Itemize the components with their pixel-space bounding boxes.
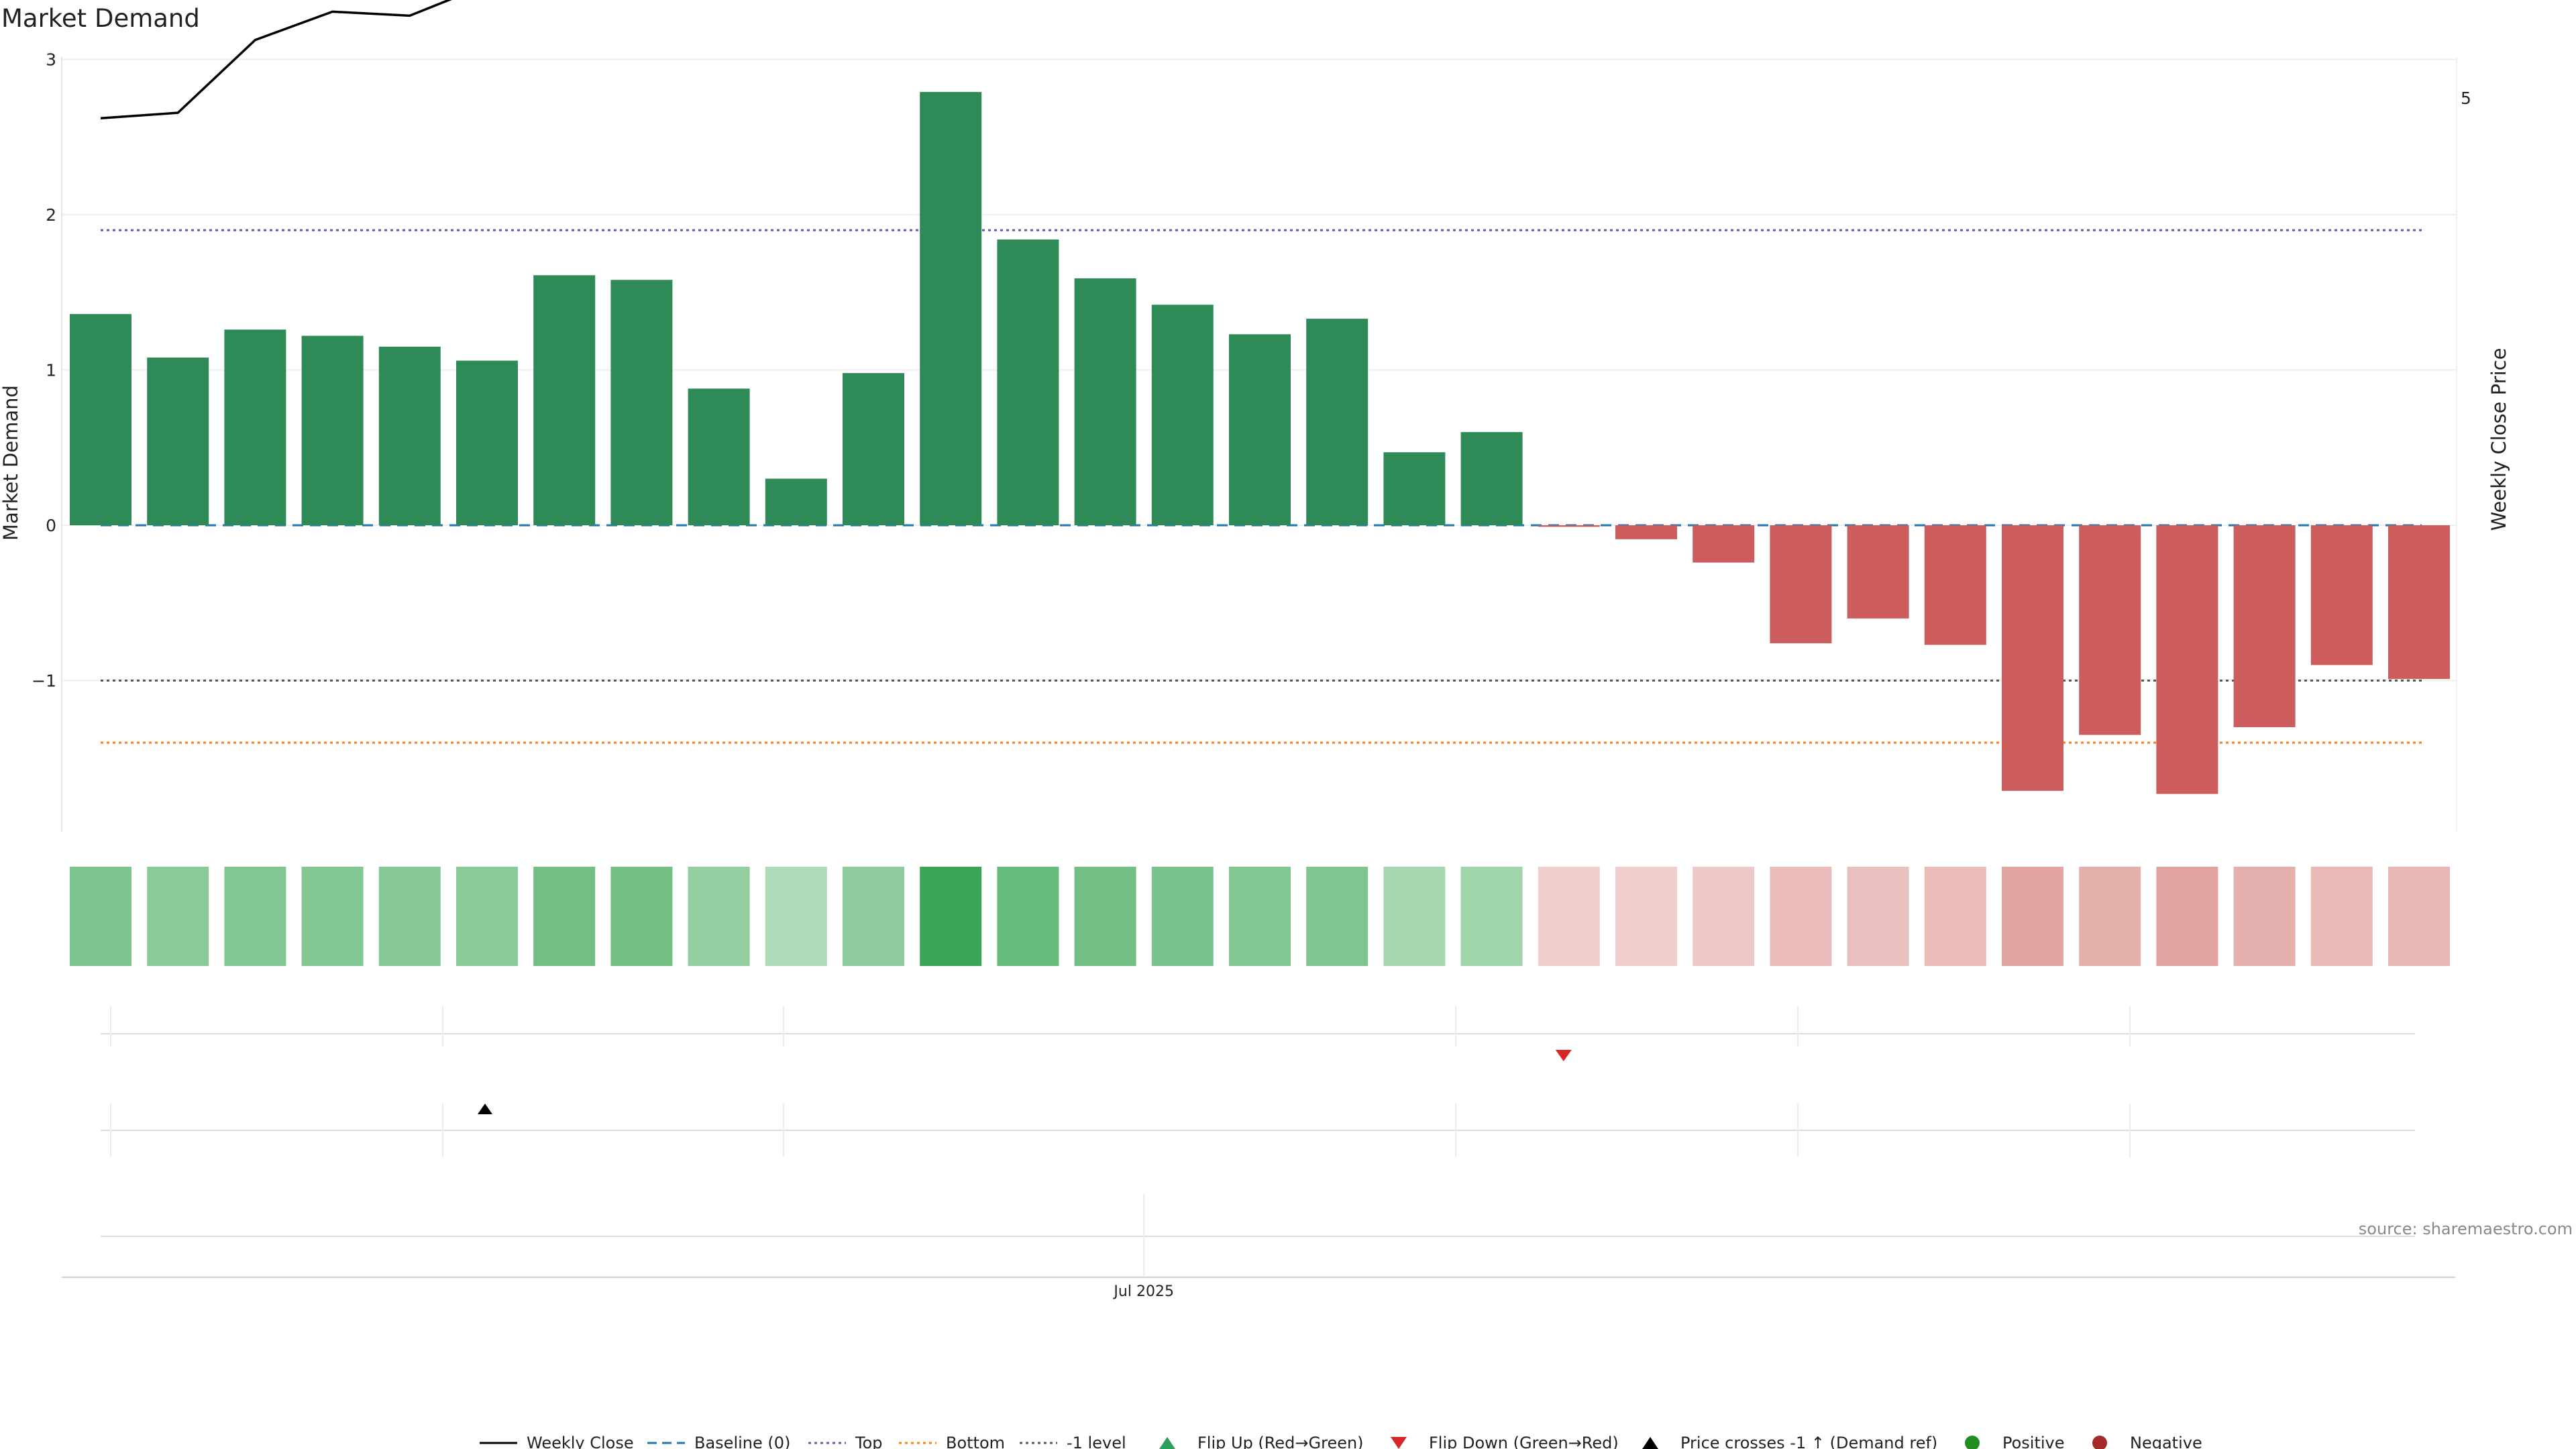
heat-cell-15 [1229,867,1291,966]
demand-bar-24 [1924,525,1986,645]
legend-label-3: Bottom [946,1434,1005,1449]
flip-down-marker [1555,1050,1572,1061]
left-tick-label-4: −1 [32,672,56,691]
heat-cell-5 [456,867,518,966]
heat-cell-11 [920,867,982,966]
left-tick-label-1: 2 [46,205,56,225]
demand-bar-10 [843,373,904,525]
demand-bar-22 [1770,525,1832,643]
demand-bar-29 [2310,525,2373,665]
legend-label-7: Price crosses -1 ↑ (Demand ref) [1680,1434,1937,1449]
demand-bar-13 [1074,278,1136,525]
demand-bar-5 [456,360,518,525]
legend-label-0: Weekly Close [527,1434,634,1449]
heat-cell-8 [688,867,750,966]
source-label: source: sharemaestro.com [2359,1220,2573,1238]
legend-label-4: -1 level [1067,1434,1126,1449]
demand-bar-27 [2156,525,2218,794]
heat-cell-7 [610,867,673,966]
heat-cell-29 [2310,867,2373,966]
heat-cell-4 [378,867,441,966]
demand-bar-9 [765,478,827,525]
heat-cell-23 [1847,867,1909,966]
demand-bar-16 [1306,319,1368,525]
demand-bar-21 [1693,525,1755,563]
heat-cell-26 [2079,867,2141,966]
price-cross-marker [478,1104,492,1114]
demand-bar-30 [2388,525,2450,680]
heat-cell-22 [1770,867,1832,966]
heat-cell-10 [843,867,904,966]
demand-bar-12 [997,239,1059,525]
demand-bar-23 [1847,525,1909,619]
legend-swatch-5 [1159,1437,1175,1449]
legend-label-9: Negative [2130,1434,2202,1449]
demand-bar-8 [688,388,750,525]
heat-cell-1 [147,867,209,966]
legend-label-6: Flip Down (Green→Red) [1429,1434,1619,1449]
right-axis-label: Weekly Close Price [2487,348,2510,531]
heat-cell-18 [1460,867,1523,966]
demand-bar-25 [2002,525,2063,791]
heat-cell-16 [1306,867,1368,966]
heat-cell-3 [301,867,364,966]
heat-cell-30 [2388,867,2450,966]
heat-cell-14 [1151,867,1214,966]
demand-bar-15 [1229,334,1291,525]
heat-cell-21 [1693,867,1755,966]
demand-bar-0 [70,314,131,525]
heat-cell-13 [1074,867,1136,966]
heat-cell-28 [2233,867,2296,966]
heat-cell-6 [533,867,596,966]
left-tick-label-2: 1 [46,361,56,380]
demand-bar-7 [610,280,673,525]
heat-cell-24 [1924,867,1986,966]
demand-bar-3 [301,335,364,525]
legend-swatch-6 [1391,1437,1407,1449]
legend-label-8: Positive [2002,1434,2065,1449]
demand-bar-20 [1615,525,1677,539]
demand-bar-1 [147,357,209,525]
heat-cell-0 [70,867,131,966]
demand-bar-2 [224,329,286,525]
left-tick-label-3: 0 [46,516,56,535]
demand-bar-19 [1538,525,1600,527]
heat-cell-25 [2002,867,2063,966]
heat-cell-19 [1538,867,1600,966]
demand-bar-6 [533,275,596,525]
legend-swatch-8 [1965,1436,1980,1449]
demand-bar-11 [920,92,982,526]
heat-cell-20 [1615,867,1677,966]
demand-bar-14 [1151,305,1214,525]
left-tick-label-0: 3 [46,50,56,70]
demand-bar-18 [1460,432,1523,525]
legend-label-5: Flip Up (Red→Green) [1197,1434,1364,1449]
demand-bar-28 [2233,525,2296,727]
x-tick-label: Jul 2025 [1112,1283,1174,1300]
heat-cell-9 [765,867,827,966]
demand-bar-4 [378,346,441,525]
heat-cell-27 [2156,867,2218,966]
demand-bar-26 [2079,525,2141,735]
heat-cell-17 [1383,867,1446,966]
legend-label-1: Baseline (0) [694,1434,790,1449]
legend-swatch-9 [2092,1436,2107,1449]
left-axis-label: Market Demand [0,385,22,541]
heat-cell-2 [224,867,286,966]
legend-swatch-7 [1642,1437,1658,1449]
right-tick-label-5: 5 [2461,89,2471,108]
legend-label-2: Top [855,1434,883,1449]
chart-title: Market Demand [1,4,200,33]
heat-cell-12 [997,867,1059,966]
demand-bar-17 [1383,452,1446,525]
